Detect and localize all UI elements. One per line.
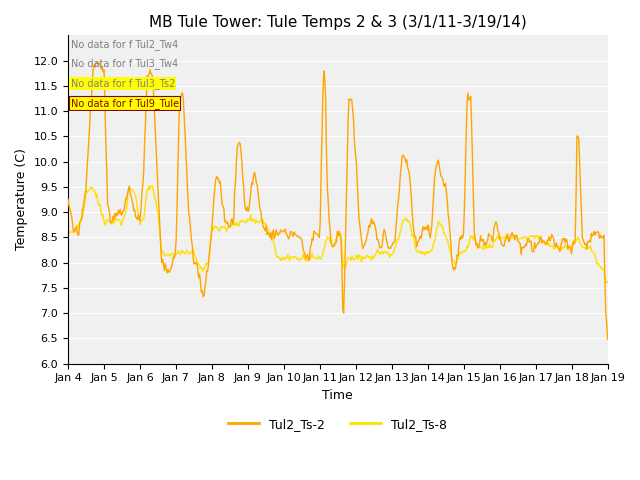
Tul2_Ts-2 <box>604 336 611 342</box>
Text: No data for f Tul3_Tw4: No data for f Tul3_Tw4 <box>71 58 178 69</box>
Tul2_Ts-8 <box>161 253 168 259</box>
Tul2_Ts-8 <box>471 236 479 241</box>
Tul2_Ts-2 <box>309 237 317 243</box>
Tul2_Ts-2 <box>64 196 72 202</box>
Tul2_Ts-2 <box>383 239 391 245</box>
Legend: Tul2_Ts-2, Tul2_Ts-8: Tul2_Ts-2, Tul2_Ts-8 <box>223 413 452 436</box>
Tul2_Ts-2 <box>204 268 211 274</box>
Text: No data for f Tul2_Tw4: No data for f Tul2_Tw4 <box>71 38 178 49</box>
Tul2_Ts-8 <box>426 249 433 254</box>
Tul2_Ts-2 <box>161 268 168 274</box>
Tul2_Ts-8 <box>64 227 72 232</box>
Tul2_Ts-8 <box>204 261 211 266</box>
Line: Tul2_Ts-2: Tul2_Ts-2 <box>68 62 607 339</box>
Tul2_Ts-8 <box>604 279 611 285</box>
Text: No data for f Tul3_Ts2: No data for f Tul3_Ts2 <box>71 78 175 89</box>
Tul2_Ts-2 <box>426 229 433 235</box>
Text: No data for f Tul9_Tule: No data for f Tul9_Tule <box>71 98 179 108</box>
Tul2_Ts-8 <box>145 183 153 189</box>
X-axis label: Time: Time <box>323 389 353 402</box>
Line: Tul2_Ts-8: Tul2_Ts-8 <box>68 186 607 282</box>
Y-axis label: Temperature (C): Temperature (C) <box>15 149 28 251</box>
Tul2_Ts-2 <box>471 236 479 241</box>
Title: MB Tule Tower: Tule Temps 2 & 3 (3/1/11-3/19/14): MB Tule Tower: Tule Temps 2 & 3 (3/1/11-… <box>149 15 527 30</box>
Tul2_Ts-8 <box>309 254 317 260</box>
Tul2_Ts-8 <box>383 251 391 257</box>
Tul2_Ts-2 <box>94 59 102 65</box>
